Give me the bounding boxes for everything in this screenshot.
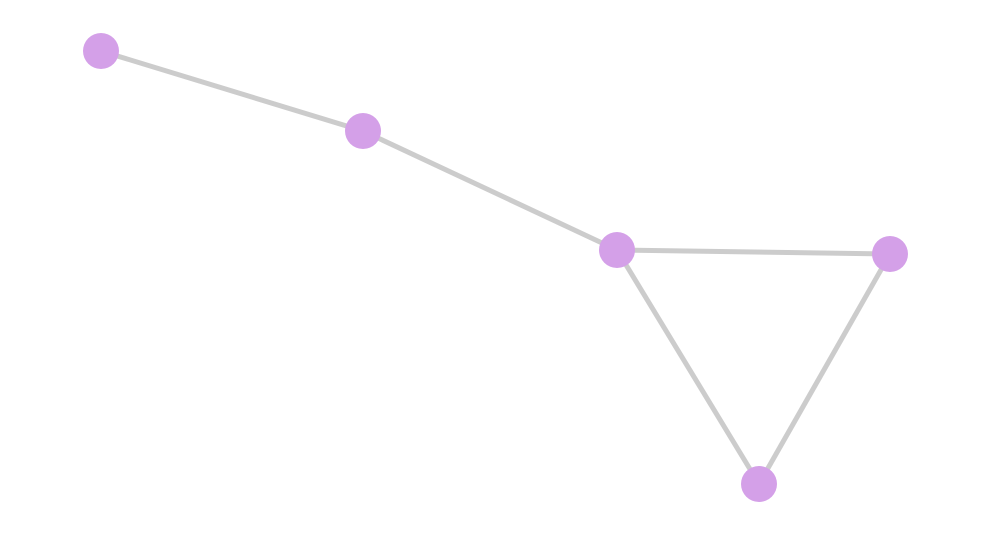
edge-n2-n4: [614, 248, 762, 486]
node-n2: [599, 232, 635, 268]
edge-n3-n4: [756, 252, 893, 486]
node-n4: [741, 466, 777, 502]
node-n0: [83, 33, 119, 69]
edge-n0-n1: [100, 48, 364, 134]
node-n3: [872, 236, 908, 272]
edge-n2-n3: [616, 247, 891, 257]
nodes-layer: [83, 33, 908, 502]
edges-layer: [100, 48, 893, 486]
edge-n1-n2: [361, 128, 619, 253]
node-n1: [345, 113, 381, 149]
